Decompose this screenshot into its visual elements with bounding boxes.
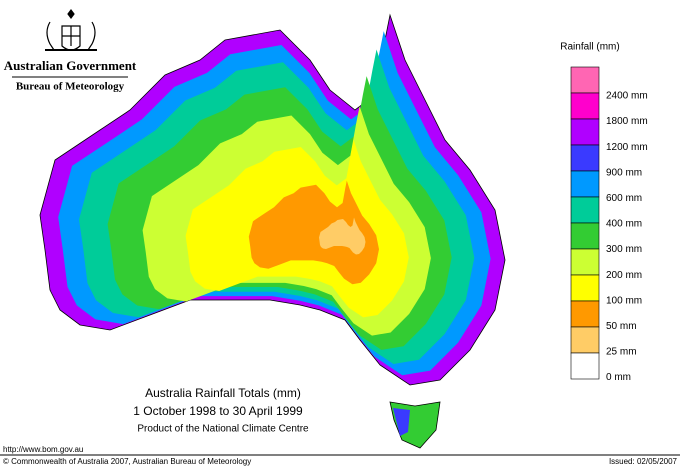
rainfall-map	[39, 13, 506, 449]
rain-band	[319, 217, 366, 255]
legend-label: 900 mm	[606, 167, 642, 178]
legend-swatch	[570, 170, 600, 198]
government-name: Australian Government	[4, 58, 137, 73]
legend-label: 50 mm	[606, 321, 637, 332]
legend-swatch	[570, 352, 600, 380]
legend-swatch	[570, 300, 600, 328]
legend-label: 2400 mm	[606, 91, 648, 102]
map-period: 1 October 1998 to 30 April 1999	[133, 404, 303, 418]
coat-of-arms	[45, 9, 97, 51]
legend-label: 1800 mm	[606, 116, 648, 127]
rain-band	[248, 180, 379, 285]
legend-swatch	[570, 144, 600, 172]
tasmania-west	[393, 408, 410, 436]
legend-title: Rainfall (mm)	[560, 42, 619, 53]
legend: 2400 mm 1800 mm 1200 mm 900 mm 600 mm 400 mm 3…	[570, 66, 648, 383]
legend-label: 1200 mm	[606, 142, 648, 153]
legend-swatch	[570, 92, 600, 120]
legend-swatch	[570, 66, 600, 94]
map-title: Australia Rainfall Totals (mm)	[145, 386, 301, 400]
legend-label: 200 mm	[606, 270, 642, 281]
footer-issued: Issued: 02/05/2007	[609, 457, 678, 466]
legend-swatch	[570, 118, 600, 146]
legend-label: 25 mm	[606, 347, 637, 358]
legend-swatch	[570, 196, 600, 224]
legend-swatch	[570, 222, 600, 250]
legend-label: 400 mm	[606, 219, 642, 230]
legend-swatch	[570, 248, 600, 276]
legend-label: 100 mm	[606, 295, 642, 306]
legend-swatch	[570, 326, 600, 354]
map-credit: Product of the National Climate Centre	[137, 424, 309, 435]
legend-label: 0 mm	[606, 372, 631, 383]
legend-swatch	[570, 274, 600, 302]
footer-copyright: © Commonwealth of Australia 2007, Austra…	[3, 457, 251, 466]
footer-url: http://www.bom.gov.au	[3, 445, 83, 454]
legend-label: 600 mm	[606, 193, 642, 204]
legend-label: 300 mm	[606, 244, 642, 255]
bureau-name: Bureau of Meteorology	[16, 81, 125, 93]
